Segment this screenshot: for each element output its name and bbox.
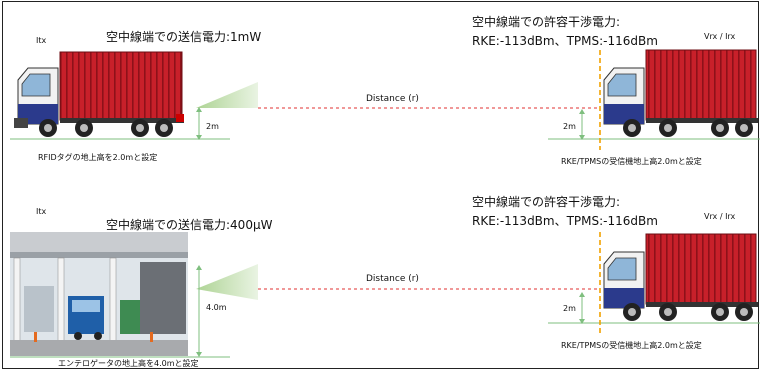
top-vrx-label: Vrx / Irx xyxy=(704,32,736,41)
top-distance-label: Distance (r) xyxy=(366,94,419,104)
top-left-height-arrow xyxy=(196,107,202,140)
top-itx-label: Itx xyxy=(36,36,47,45)
top-rx-title-line1: 空中線端での許容干渉電力: xyxy=(472,15,621,29)
top-left-caption: RFIDタグの地上高を2.0mと設定 xyxy=(38,153,158,162)
bottom-right-height-label: 2m xyxy=(563,304,576,313)
top-left-height-label: 2m xyxy=(206,122,219,131)
top-right-caption: RKE/TPMSの受信機地上高2.0mと設定 xyxy=(561,157,702,166)
bottom-left-caption: エンテロゲータの地上高を4.0mと設定 xyxy=(58,359,199,368)
top-rx-title-line2: RKE:-113dBm、TPMS:-116dBm xyxy=(472,34,658,48)
top-left-truck xyxy=(14,51,184,137)
bottom-left-height-label: 4.0m xyxy=(206,303,227,312)
bottom-left-height-arrow xyxy=(196,265,202,357)
top-right-height-arrow xyxy=(579,109,585,140)
bottom-tx-power-title: 空中線端での送信電力:400μW xyxy=(106,218,273,232)
bottom-right-caption: RKE/TPMSの受信機地上高2.0mと設定 xyxy=(561,341,702,350)
bottom-vrx-label: Vrx / Irx xyxy=(704,212,736,221)
bottom-itx-label: Itx xyxy=(36,207,47,216)
bottom-right-height-arrow xyxy=(579,292,585,324)
top-right-truck xyxy=(603,49,758,137)
interrogator-gate-photo xyxy=(10,232,188,356)
top-right-height-label: 2m xyxy=(563,122,576,131)
top-tx-beam xyxy=(196,82,258,108)
bottom-distance-label: Distance (r) xyxy=(366,274,419,284)
top-tx-power-title: 空中線端での送信電力:1mW xyxy=(106,30,262,44)
bottom-rx-title-line1: 空中線端での許容干渉電力: xyxy=(472,195,621,209)
bottom-tx-beam xyxy=(196,264,258,300)
bottom-rx-title-line2: RKE:-113dBm、TPMS:-116dBm xyxy=(472,214,658,228)
bottom-right-truck xyxy=(603,233,758,321)
